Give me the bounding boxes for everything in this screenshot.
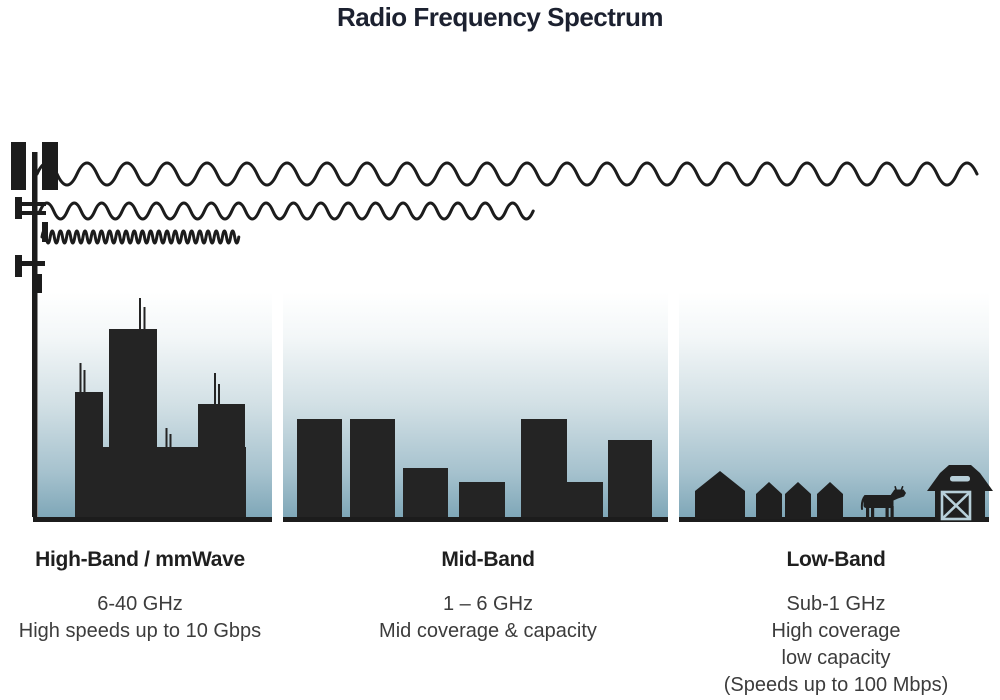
town-building xyxy=(297,419,342,517)
mid-band-description: Mid coverage & capacity xyxy=(379,620,597,642)
town-building xyxy=(403,468,448,517)
mid-band-label: Mid-Band 1 – 6 GHz Mid coverage & capaci… xyxy=(338,548,638,645)
low-band-ground-line xyxy=(679,517,989,522)
town-building xyxy=(350,419,395,517)
low-frequency-wave xyxy=(35,161,979,187)
mid-band-ground-line xyxy=(283,517,668,522)
low-band-frequency: Sub-1 GHz xyxy=(786,593,886,615)
cell-tower-icon xyxy=(11,142,58,517)
city-skyline-icon xyxy=(75,298,246,517)
mid-band-sky-panel xyxy=(283,292,668,517)
tower-antenna-panel-left xyxy=(11,142,26,190)
town-building xyxy=(521,419,567,517)
farm-scene xyxy=(695,465,993,521)
mid-band-heading: Mid-Band xyxy=(441,548,535,571)
tower-side-antenna xyxy=(15,197,22,219)
rooftop-antennas xyxy=(79,298,220,448)
cow-horns xyxy=(894,486,904,491)
ground-line xyxy=(33,517,989,522)
cow-icon xyxy=(860,486,906,520)
tower-bracket-bar xyxy=(17,202,46,206)
tower-small-antenna xyxy=(42,222,48,242)
cow-head xyxy=(890,489,906,501)
tower-bracket-bar xyxy=(17,261,45,266)
town-building xyxy=(608,440,652,517)
low-band-speed: (Speeds up to 100 Mbps) xyxy=(723,674,949,696)
cow-leg xyxy=(885,506,889,520)
tower-pole xyxy=(32,152,38,517)
tower-side-antenna xyxy=(15,255,22,277)
cow-leg xyxy=(866,506,870,520)
tower-bracket-bar xyxy=(17,211,46,215)
low-band-capacity: low capacity xyxy=(781,647,891,669)
low-band-label: Low-Band Sub-1 GHz High coverage low cap… xyxy=(686,548,986,699)
barn-door xyxy=(940,490,972,521)
town-building xyxy=(567,482,603,517)
low-band-coverage: High coverage xyxy=(771,620,901,642)
house-icon xyxy=(817,482,843,519)
high-band-ground-line xyxy=(33,517,272,522)
city-building xyxy=(75,392,103,517)
high-band-frequency: 6-40 GHz xyxy=(97,593,183,615)
city-building xyxy=(198,404,245,517)
cow-leg xyxy=(890,506,894,520)
high-frequency-wave xyxy=(40,229,241,245)
radio-waves xyxy=(35,161,979,245)
low-band-heading: Low-Band xyxy=(786,548,886,571)
tower-antenna-panel-right xyxy=(42,142,58,190)
high-band-description: High speeds up to 10 Gbps xyxy=(18,620,262,642)
city-building xyxy=(109,329,157,517)
town-buildings-icon xyxy=(297,419,652,517)
tower-mount-stub xyxy=(36,274,42,293)
cow-leg xyxy=(871,506,875,520)
house-icon xyxy=(695,471,745,519)
page-title: Radio Frequency Spectrum xyxy=(336,2,664,32)
high-band-label: High-Band / mmWave 6-40 GHz High speeds … xyxy=(0,548,280,645)
mid-band-frequency: 1 – 6 GHz xyxy=(442,593,534,615)
house-icon xyxy=(785,482,811,519)
mid-frequency-wave xyxy=(38,201,535,221)
house-icon xyxy=(756,482,782,519)
cow-body xyxy=(863,495,894,508)
barn-hayloft-slot xyxy=(950,476,970,482)
high-band-heading: High-Band / mmWave xyxy=(35,548,245,571)
town-building xyxy=(459,482,505,517)
barn-icon xyxy=(927,465,993,521)
